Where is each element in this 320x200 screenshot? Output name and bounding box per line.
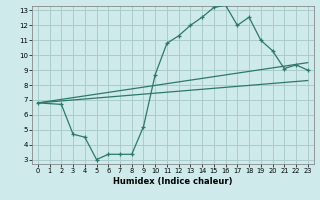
X-axis label: Humidex (Indice chaleur): Humidex (Indice chaleur) [113, 177, 233, 186]
